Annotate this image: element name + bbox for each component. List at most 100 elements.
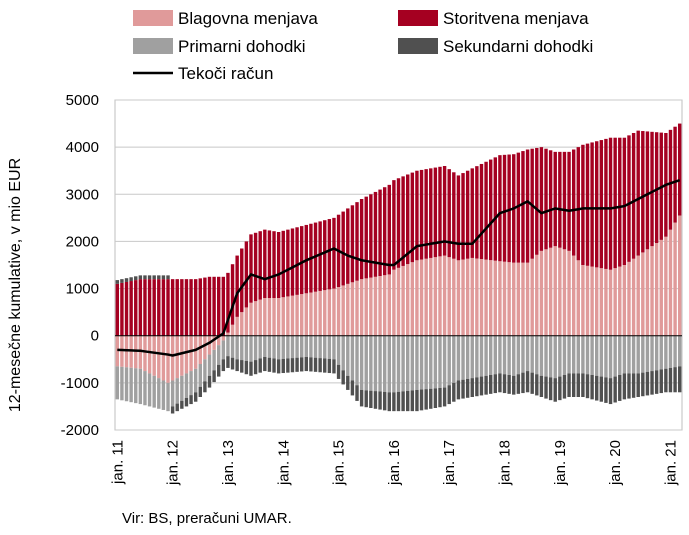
bar-segment — [622, 335, 627, 374]
bar-segment — [484, 335, 488, 376]
bar-segment — [327, 289, 332, 336]
bar-segment — [590, 335, 594, 375]
bar-segment — [604, 377, 608, 403]
bar-segment — [433, 257, 438, 336]
bar-segment — [507, 154, 511, 263]
bar-segment — [631, 335, 636, 374]
bar-segment — [553, 151, 557, 247]
bar-segment — [364, 335, 368, 391]
bar-segment — [129, 281, 133, 336]
bar-segment — [429, 257, 433, 336]
bar-segment — [299, 294, 304, 336]
bar-segment — [198, 335, 202, 364]
bar-segment — [355, 385, 359, 401]
bar-segment — [157, 335, 161, 379]
bar-segment — [631, 133, 636, 259]
bar-segment — [484, 375, 488, 395]
bar-segment — [627, 373, 631, 399]
legend-swatch — [398, 10, 438, 26]
bar-segment — [378, 391, 382, 410]
bar-segment — [161, 279, 166, 336]
x-tick-label: jan. 18 — [497, 440, 514, 486]
bar-segment — [157, 279, 161, 336]
bar-segment — [138, 279, 143, 336]
bar-segment — [502, 335, 507, 375]
bar-segment — [166, 275, 170, 280]
bar-segment — [641, 335, 645, 373]
bar-segment — [221, 340, 226, 360]
bar-segment — [507, 375, 511, 394]
bar-segment — [161, 335, 166, 381]
bar-segment — [207, 335, 212, 355]
bar-segment — [272, 231, 276, 298]
bar-segment — [341, 335, 345, 371]
bar-segment — [175, 279, 179, 336]
legend-swatch — [133, 10, 173, 26]
bar-segment — [341, 285, 345, 336]
bar-segment — [452, 258, 456, 336]
bar-segment — [318, 221, 322, 291]
bar-segment — [170, 406, 175, 414]
bar-segment — [226, 335, 230, 357]
y-tick-label: 4000 — [66, 139, 99, 156]
y-tick-label: 3000 — [66, 186, 99, 203]
bar-segment — [184, 373, 189, 398]
bar-segment — [516, 335, 521, 375]
bar-segment — [230, 335, 235, 358]
bar-segment — [668, 367, 673, 393]
bar-segment — [558, 247, 562, 336]
x-tick-label: jan. 19 — [552, 440, 569, 486]
bar-segment — [157, 378, 161, 409]
bar-segment — [272, 335, 276, 359]
bar-segment — [618, 375, 622, 401]
bar-segment — [406, 174, 410, 265]
x-tick-label: jan. 11 — [109, 440, 126, 485]
x-tick-label: jan. 20 — [607, 440, 624, 486]
bar-segment — [272, 298, 276, 336]
bar-segment — [364, 196, 368, 279]
bar-segment — [161, 275, 166, 280]
bar-segment — [544, 376, 548, 399]
bar-segment — [203, 381, 207, 393]
bar-segment — [364, 278, 368, 336]
bar-segment — [276, 232, 281, 298]
bar-segment — [599, 268, 604, 336]
bar-segment — [677, 366, 682, 393]
bar-segment — [263, 356, 267, 372]
bar-segment — [217, 276, 221, 336]
bar-segment — [613, 335, 617, 377]
bar-segment — [313, 357, 318, 372]
bar-segment — [424, 335, 428, 390]
bar-segment — [180, 279, 184, 336]
bar-segment — [604, 335, 608, 378]
bar-segment — [581, 373, 585, 397]
bar-segment — [207, 375, 212, 388]
bar-segment — [124, 335, 129, 368]
bar-segment — [138, 368, 143, 405]
bar-segment — [613, 137, 617, 269]
bar-segment — [217, 335, 221, 346]
bar-segment — [452, 172, 456, 259]
bar-segment — [539, 250, 544, 336]
bar-segment — [562, 151, 567, 250]
bar-segment — [576, 147, 580, 261]
bar-segment — [369, 335, 373, 391]
bar-segment — [120, 279, 124, 283]
bar-segment — [475, 166, 479, 259]
bar-segment — [267, 335, 272, 358]
bar-segment — [263, 298, 267, 336]
bar-segment — [595, 335, 599, 376]
bar-segment — [452, 335, 456, 383]
bar-segment — [193, 335, 198, 369]
bar-segment — [336, 287, 341, 336]
bar-segment — [654, 132, 659, 243]
bar-segment — [650, 131, 654, 247]
bar-segment — [567, 151, 571, 251]
bar-segment — [147, 335, 152, 374]
bar-segment — [595, 267, 599, 336]
bar-segment — [553, 246, 557, 336]
bar-segment — [512, 375, 516, 395]
bar-segment — [129, 367, 133, 403]
y-tick-label: 0 — [91, 328, 99, 345]
bar-segment — [664, 368, 668, 393]
